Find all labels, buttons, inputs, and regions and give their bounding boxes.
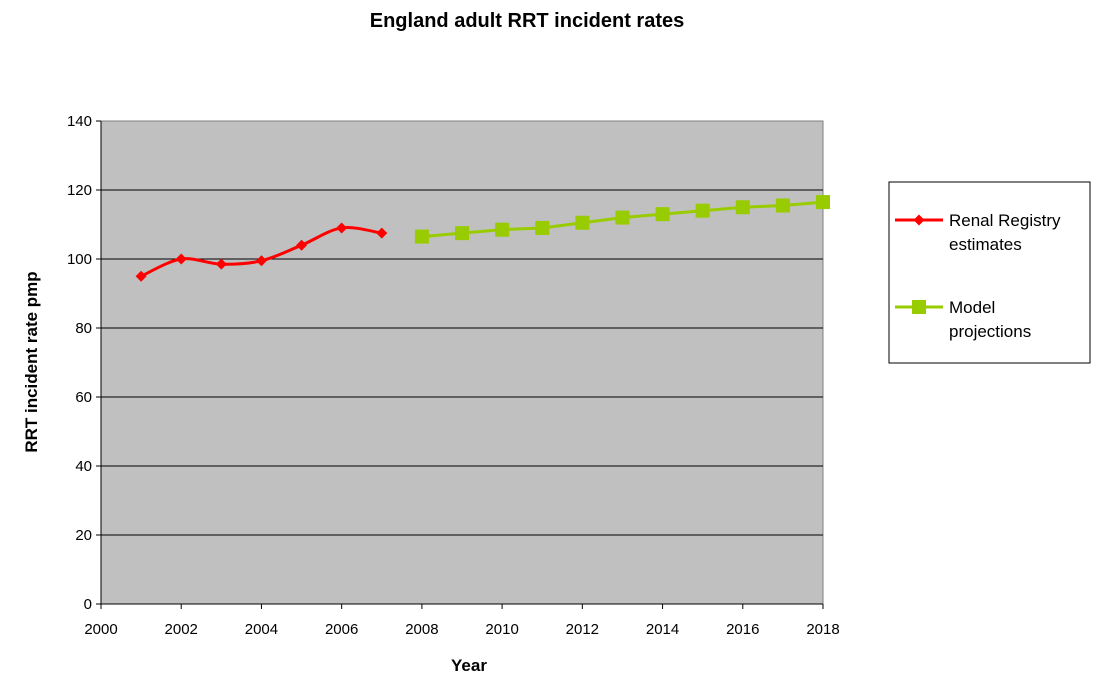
y-tick-label: 100 [67, 251, 92, 268]
y-tick-label: 120 [67, 182, 92, 199]
y-tick-label: 0 [84, 596, 92, 613]
data-point [695, 203, 710, 218]
x-tick-label: 2016 [726, 621, 759, 638]
data-point [135, 270, 147, 282]
legend-entry: Model projections [895, 298, 1031, 341]
legend-entries: Renal Registry estimates Model projections [895, 211, 1061, 341]
series-2 [414, 195, 830, 244]
x-tick-label: 2010 [485, 621, 518, 638]
data-point [175, 253, 187, 265]
legend: Renal Registry estimates Model projections [888, 181, 1091, 364]
data-point [255, 255, 267, 267]
legend-label: Renal Registry estimates [949, 211, 1061, 254]
legend-label-line: projections [949, 322, 1031, 341]
y-tick-label: 20 [75, 527, 92, 544]
y-tick-label: 80 [75, 320, 92, 337]
y-tick-label: 40 [75, 458, 92, 475]
data-point [296, 239, 308, 251]
data-point [575, 215, 590, 230]
legend-swatch-marker [913, 214, 925, 226]
data-point [775, 198, 790, 213]
legend-box [888, 181, 1091, 364]
y-tick-label: 60 [75, 389, 92, 406]
plot-area [100, 120, 824, 605]
legend-label-line: Renal Registry [949, 211, 1061, 230]
x-tick-label: 2008 [405, 621, 438, 638]
data-point [535, 220, 550, 235]
data-point [336, 222, 348, 234]
legend-label-line: estimates [949, 235, 1022, 254]
data-point [816, 195, 830, 210]
x-tick-label: 2018 [806, 621, 839, 638]
data-point [735, 200, 750, 215]
axes [96, 120, 824, 609]
legend-entry: Renal Registry estimates [895, 211, 1061, 254]
y-axis-title: RRT incident rate pmp [22, 271, 41, 452]
x-tick-label: 2002 [165, 621, 198, 638]
x-tick-labels: 2000 2002 2004 2006 2008 2010 2012 2014 2016 2018 [84, 621, 839, 638]
x-axis-title: Year [451, 656, 487, 675]
x-tick-label: 2000 [84, 621, 117, 638]
chart-title: England adult RRT incident rates [370, 10, 684, 32]
data-point [376, 227, 388, 239]
data-point [414, 229, 429, 244]
data-point [495, 222, 510, 237]
legend-label-line: Model [949, 298, 995, 317]
y-tick-label: 140 [67, 113, 92, 130]
data-point [215, 258, 227, 270]
x-tick-label: 2014 [646, 621, 679, 638]
data-point [615, 210, 630, 225]
x-tick-label: 2004 [245, 621, 278, 638]
y-tick-labels: 0 20 40 60 80 100 120 140 [67, 113, 92, 613]
series-1 [135, 222, 388, 282]
data-point [655, 207, 670, 222]
x-tick-label: 2012 [566, 621, 599, 638]
x-tick-label: 2006 [325, 621, 358, 638]
legend-swatch-marker [912, 300, 926, 314]
data-point [455, 226, 469, 241]
series-layer [135, 195, 830, 282]
legend-label: Model projections [949, 298, 1031, 341]
